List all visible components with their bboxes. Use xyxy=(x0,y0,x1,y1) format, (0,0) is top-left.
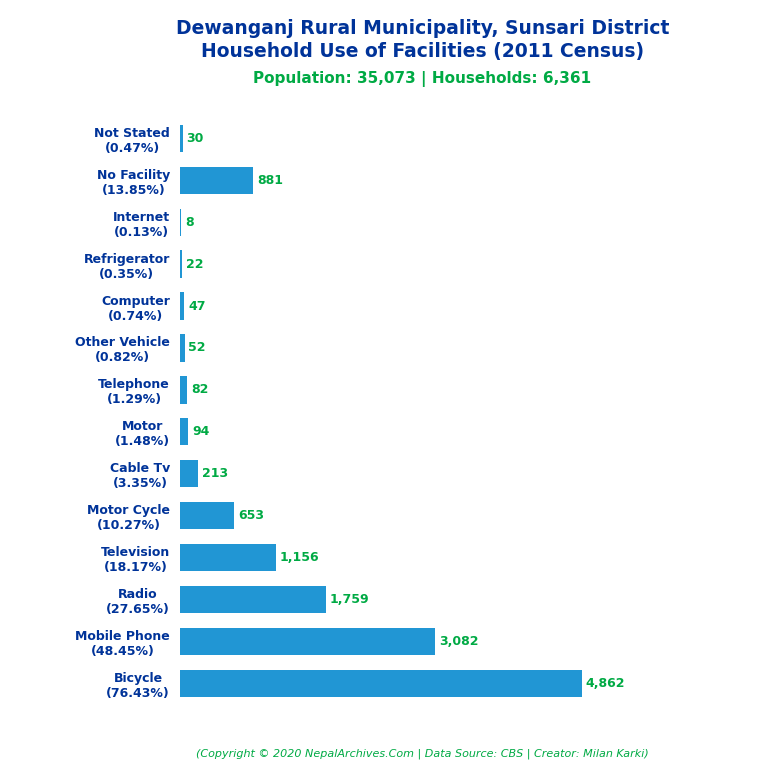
Bar xyxy=(180,628,435,655)
Bar xyxy=(180,419,188,445)
Text: 3,082: 3,082 xyxy=(439,635,478,648)
Text: 82: 82 xyxy=(191,383,208,396)
Bar xyxy=(180,124,183,152)
Text: (Copyright © 2020 NepalArchives.Com | Data Source: CBS | Creator: Milan Karki): (Copyright © 2020 NepalArchives.Com | Da… xyxy=(196,748,649,759)
Bar xyxy=(180,670,582,697)
Text: 213: 213 xyxy=(202,467,228,480)
Text: 94: 94 xyxy=(192,425,210,439)
Text: 47: 47 xyxy=(188,300,206,313)
Bar xyxy=(180,293,184,319)
Bar xyxy=(180,544,276,571)
Text: 4,862: 4,862 xyxy=(586,677,625,690)
Text: Household Use of Facilities (2011 Census): Household Use of Facilities (2011 Census… xyxy=(201,42,644,61)
Text: 653: 653 xyxy=(238,509,264,522)
Text: 22: 22 xyxy=(186,257,204,270)
Text: 52: 52 xyxy=(188,342,206,355)
Bar xyxy=(180,460,198,488)
Bar xyxy=(180,167,253,194)
Text: 30: 30 xyxy=(187,132,204,144)
Bar xyxy=(180,586,326,614)
Text: 1,156: 1,156 xyxy=(280,551,319,564)
Text: 881: 881 xyxy=(257,174,283,187)
Text: 1,759: 1,759 xyxy=(329,593,369,606)
Text: Dewanganj Rural Municipality, Sunsari District: Dewanganj Rural Municipality, Sunsari Di… xyxy=(176,19,669,38)
Bar xyxy=(180,334,185,362)
Text: Population: 35,073 | Households: 6,361: Population: 35,073 | Households: 6,361 xyxy=(253,71,591,87)
Bar xyxy=(180,376,187,403)
Text: 8: 8 xyxy=(185,216,194,229)
Bar xyxy=(180,250,182,278)
Bar xyxy=(180,502,234,529)
